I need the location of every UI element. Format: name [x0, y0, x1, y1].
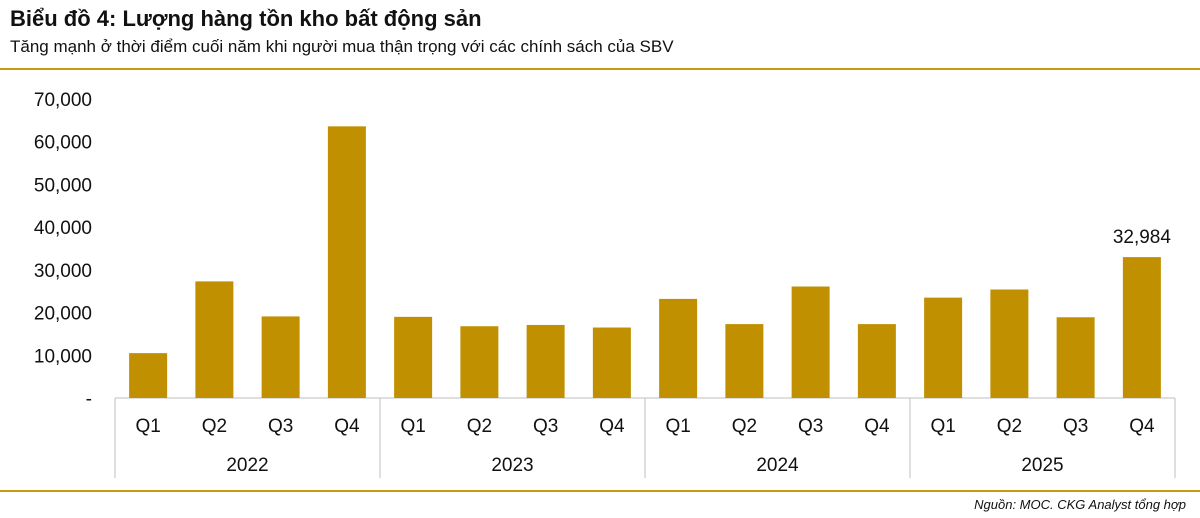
- bar-2025-q2: [990, 289, 1029, 398]
- x-tick-label: Q2: [202, 416, 227, 437]
- x-tick-label: Q3: [268, 416, 293, 437]
- x-tick-label: Q4: [334, 416, 360, 437]
- x-tick-label: Q1: [135, 416, 160, 437]
- x-group-label: 2023: [491, 455, 533, 476]
- x-group-label: 2022: [226, 455, 268, 476]
- y-tick-label: 50,000: [34, 175, 92, 196]
- x-tick-label: Q1: [665, 416, 690, 437]
- bar-2022-q4: [327, 126, 366, 398]
- bar-2022-q2: [195, 281, 234, 398]
- bar-2024-q2: [725, 324, 764, 398]
- bar-chart: - 10,000 20,000 30,000 40,000 50,000 60,000 70,…: [34, 90, 1176, 478]
- chart-subtitle: Tăng mạnh ở thời điểm cuối năm khi người…: [10, 37, 674, 56]
- x-tick-label: Q1: [930, 416, 955, 437]
- y-tick-label: 70,000: [34, 90, 92, 111]
- bar-2022-q1: [129, 353, 168, 398]
- y-tick-label: 60,000: [34, 133, 92, 154]
- x-tick-label: Q4: [599, 416, 625, 437]
- source-note: Nguồn: MOC. CKG Analyst tổng hợp: [974, 497, 1186, 512]
- top-divider: [0, 68, 1200, 70]
- x-tick-label: Q2: [997, 416, 1022, 437]
- bar-2023-q1: [394, 316, 433, 398]
- bar-2023-q4: [592, 327, 631, 398]
- bar-2023-q3: [526, 324, 565, 398]
- y-tick-label: 40,000: [34, 218, 92, 239]
- x-tick-label: Q3: [1063, 416, 1088, 437]
- bar-2025-q1: [924, 297, 963, 398]
- y-tick-label: 20,000: [34, 304, 92, 325]
- bar-2024-q1: [659, 298, 698, 398]
- x-tick-label: Q1: [400, 416, 425, 437]
- y-tick-label: -: [86, 389, 92, 410]
- chart-title: Biểu đồ 4: Lượng hàng tồn kho bất động s…: [10, 6, 482, 31]
- x-group-label: 2025: [1021, 455, 1063, 476]
- bar-2024-q3: [791, 286, 830, 398]
- y-tick-label: 30,000: [34, 261, 92, 282]
- x-tick-label: Q4: [864, 416, 890, 437]
- x-tick-label: Q3: [798, 416, 823, 437]
- bottom-divider: [0, 490, 1200, 492]
- bar-2024-q4: [857, 324, 896, 398]
- bar-2022-q3: [261, 316, 300, 398]
- bar-2023-q2: [460, 326, 499, 398]
- x-tick-label: Q3: [533, 416, 558, 437]
- x-tick-label: Q4: [1129, 416, 1155, 437]
- x-group-label: 2024: [756, 455, 799, 476]
- bar-2025-q4: [1122, 257, 1161, 398]
- y-tick-label: 10,000: [34, 346, 92, 367]
- x-tick-label: Q2: [732, 416, 757, 437]
- bar-2025-q3: [1056, 317, 1095, 398]
- data-label: 32,984: [1113, 227, 1172, 248]
- x-tick-label: Q2: [467, 416, 492, 437]
